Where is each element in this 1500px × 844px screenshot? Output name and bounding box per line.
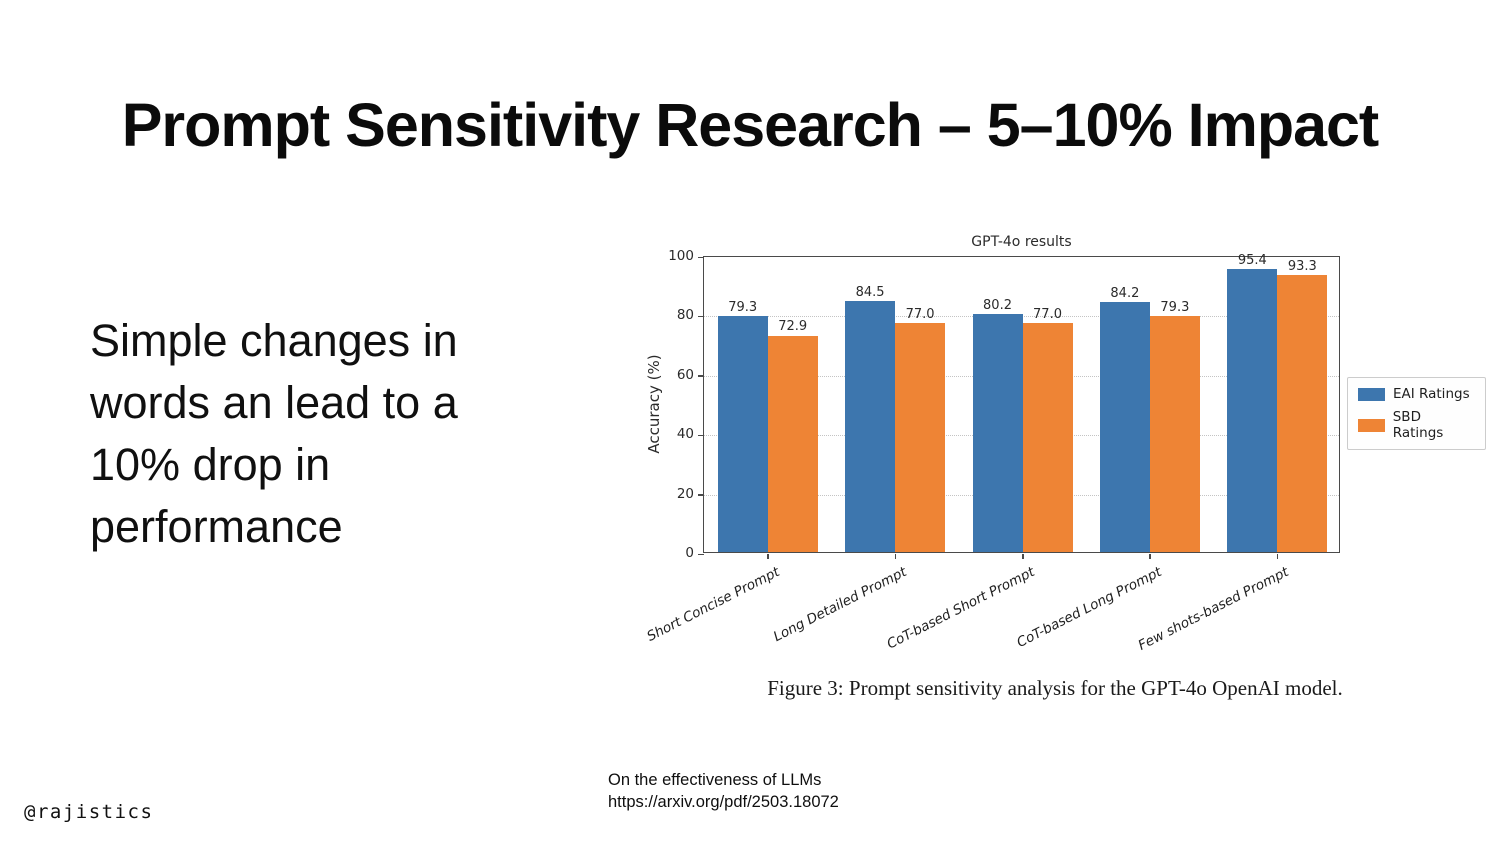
bar xyxy=(767,335,818,552)
bar xyxy=(1149,316,1200,552)
x-tick-mark xyxy=(894,554,897,559)
bar-value-label: 84.5 xyxy=(855,285,885,301)
x-tick-label: Short Concise Prompt xyxy=(644,564,782,645)
bar-value-label: 72.9 xyxy=(778,319,808,335)
y-tick-label: 0 xyxy=(685,545,694,561)
bar-value-label: 80.2 xyxy=(983,297,1012,313)
bar-value-label: 93.3 xyxy=(1287,258,1317,274)
bar xyxy=(1022,323,1073,552)
x-tick-mark xyxy=(1022,554,1024,559)
legend-label-sbd: SBD Ratings xyxy=(1392,409,1444,441)
y-tick-mark xyxy=(698,315,704,318)
author-handle: @rajistics xyxy=(24,801,154,823)
bar xyxy=(845,301,896,552)
source-text: On the effectiveness of LLMs https://arx… xyxy=(608,771,839,812)
bar xyxy=(1099,301,1150,552)
y-tick-label: 20 xyxy=(676,485,694,502)
bar-value-label: 77.0 xyxy=(905,307,935,323)
y-tick-label: 80 xyxy=(676,307,694,324)
bar xyxy=(895,323,946,552)
y-tick-mark xyxy=(698,553,704,555)
x-tick-mark xyxy=(767,554,769,559)
bar xyxy=(717,316,768,552)
y-tick-mark xyxy=(698,434,704,437)
x-tick-label: Long Detailed Prompt xyxy=(771,564,910,646)
plot-area: 0 20 40 60 80 100 79.3 72.9 Short Concise Prompt… xyxy=(644,248,1340,654)
y-axis-label: Accuracy (%) xyxy=(645,354,663,454)
bar xyxy=(1227,268,1278,552)
chart-figure: GPT-4o results Accuracy (%) 0 20 40 60 80 100… xyxy=(618,232,1490,672)
y-tick-mark xyxy=(698,256,704,258)
bar-value-label: 79.3 xyxy=(728,300,758,316)
bar-value-label: 95.4 xyxy=(1237,252,1267,268)
legend-label-eai: EAI Ratings xyxy=(1393,386,1470,402)
legend-swatch-eai xyxy=(1358,387,1385,401)
y-tick-label: 40 xyxy=(676,426,694,443)
bar xyxy=(1277,274,1328,552)
y-tick-label: 60 xyxy=(676,366,694,383)
legend-item-sbd: SBD Ratings xyxy=(1358,409,1475,441)
legend-item-eai: EAI Ratings xyxy=(1358,386,1475,402)
page-title: Prompt Sensitivity Research – 5–10% Impa… xyxy=(121,91,1380,159)
body-text: Simple changes in words an lead to a 10%… xyxy=(90,315,458,553)
bar xyxy=(972,313,1023,552)
chart-legend: EAI Ratings SBD Ratings xyxy=(1347,377,1486,450)
chart-title: GPT-4o results xyxy=(971,234,1072,250)
y-tick-mark xyxy=(698,494,704,496)
x-tick-mark xyxy=(1149,554,1151,559)
y-tick-label: 100 xyxy=(668,248,694,264)
y-tick-mark xyxy=(698,375,704,377)
figure-caption: Figure 3: Prompt sensitivity analysis fo… xyxy=(767,676,1343,700)
legend-swatch-sbd xyxy=(1358,418,1385,432)
bar-value-label: 84.2 xyxy=(1110,285,1140,301)
bar-value-label: 79.3 xyxy=(1160,300,1190,316)
bar-value-label: 77.0 xyxy=(1033,307,1062,323)
x-tick-mark xyxy=(1276,554,1279,559)
